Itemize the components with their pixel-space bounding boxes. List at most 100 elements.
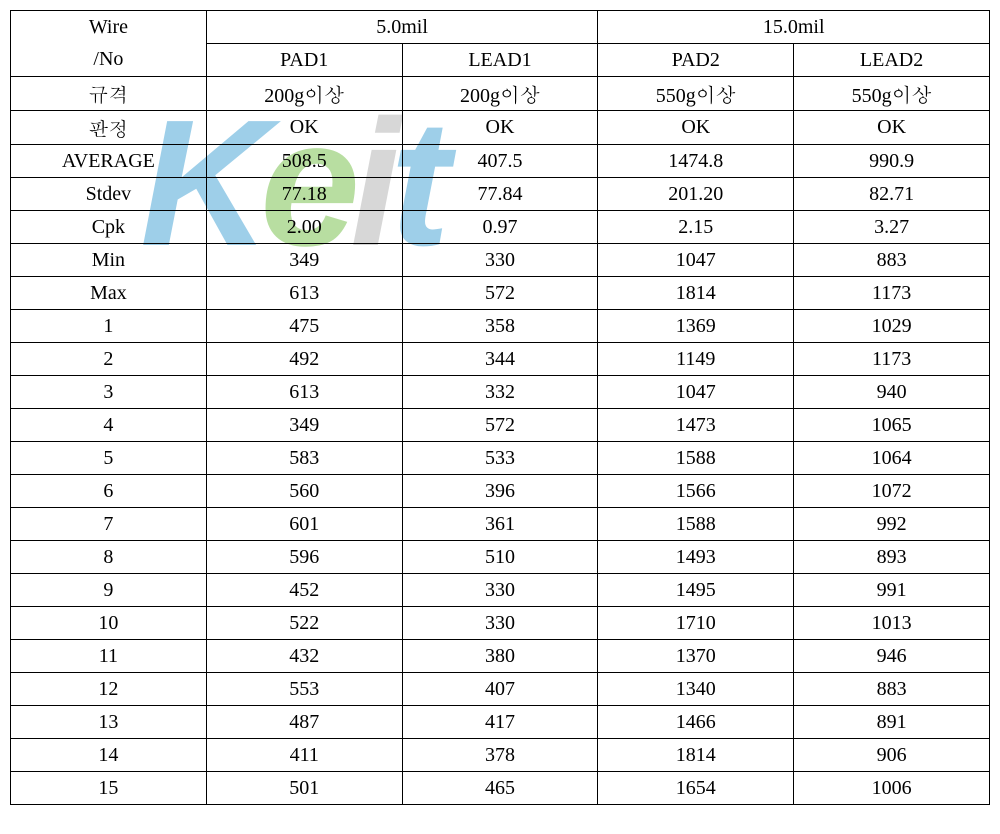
- min-row: Min 349 330 1047 883: [11, 244, 990, 277]
- table-row: 558353315881064: [11, 442, 990, 475]
- row-value: 533: [402, 442, 598, 475]
- spec-label: 규격: [11, 77, 207, 111]
- row-value: 1369: [598, 310, 794, 343]
- judgment-v3: OK: [794, 111, 990, 145]
- row-value: 407: [402, 673, 598, 706]
- spec-v0: 200g이상: [206, 77, 402, 111]
- spec-row: 규격 200g이상 200g이상 550g이상 550g이상: [11, 77, 990, 111]
- row-value: 940: [794, 376, 990, 409]
- cpk-v0: 2.00: [206, 211, 402, 244]
- row-value: 1072: [794, 475, 990, 508]
- row-value: 1495: [598, 574, 794, 607]
- row-value: 475: [206, 310, 402, 343]
- max-row: Max 613 572 1814 1173: [11, 277, 990, 310]
- row-value: 1566: [598, 475, 794, 508]
- table-container: Keit Wire 5.0mil 15.0mil /No PAD1 LEAD1 …: [10, 10, 990, 805]
- min-label: Min: [11, 244, 207, 277]
- table-row: 76013611588992: [11, 508, 990, 541]
- row-value: 1065: [794, 409, 990, 442]
- judgment-v1: OK: [402, 111, 598, 145]
- table-row: 1052233017101013: [11, 607, 990, 640]
- min-v3: 883: [794, 244, 990, 277]
- row-value: 883: [794, 673, 990, 706]
- max-v0: 613: [206, 277, 402, 310]
- row-value: 1013: [794, 607, 990, 640]
- row-no: 8: [11, 541, 207, 574]
- row-value: 1370: [598, 640, 794, 673]
- row-value: 1473: [598, 409, 794, 442]
- row-value: 906: [794, 739, 990, 772]
- max-label: Max: [11, 277, 207, 310]
- row-value: 1814: [598, 739, 794, 772]
- max-v2: 1814: [598, 277, 794, 310]
- row-value: 1710: [598, 607, 794, 640]
- row-no: 9: [11, 574, 207, 607]
- data-rows-body: 1475358136910292492344114911733613332104…: [11, 310, 990, 805]
- average-label: AVERAGE: [11, 145, 207, 178]
- row-no: 6: [11, 475, 207, 508]
- table-row: 434957214731065: [11, 409, 990, 442]
- row-value: 1340: [598, 673, 794, 706]
- row-value: 891: [794, 706, 990, 739]
- average-v3: 990.9: [794, 145, 990, 178]
- table-row: 144113781814906: [11, 739, 990, 772]
- cpk-label: Cpk: [11, 211, 207, 244]
- row-value: 349: [206, 409, 402, 442]
- row-value: 1493: [598, 541, 794, 574]
- row-value: 330: [402, 607, 598, 640]
- stdev-v1: 77.84: [402, 178, 598, 211]
- row-value: 1588: [598, 442, 794, 475]
- table-row: 125534071340883: [11, 673, 990, 706]
- average-v0: 508.5: [206, 145, 402, 178]
- row-no: 3: [11, 376, 207, 409]
- row-value: 991: [794, 574, 990, 607]
- judgment-v0: OK: [206, 111, 402, 145]
- average-v1: 407.5: [402, 145, 598, 178]
- average-v2: 1474.8: [598, 145, 794, 178]
- table-row: 147535813691029: [11, 310, 990, 343]
- table-row: 36133321047940: [11, 376, 990, 409]
- average-row: AVERAGE 508.5 407.5 1474.8 990.9: [11, 145, 990, 178]
- row-value: 560: [206, 475, 402, 508]
- row-value: 1064: [794, 442, 990, 475]
- cpk-row: Cpk 2.00 0.97 2.15 3.27: [11, 211, 990, 244]
- row-value: 411: [206, 739, 402, 772]
- row-no: 15: [11, 772, 207, 805]
- table-row: 94523301495991: [11, 574, 990, 607]
- table-row: 134874171466891: [11, 706, 990, 739]
- max-v1: 572: [402, 277, 598, 310]
- row-value: 572: [402, 409, 598, 442]
- stdev-label: Stdev: [11, 178, 207, 211]
- row-value: 946: [794, 640, 990, 673]
- row-value: 522: [206, 607, 402, 640]
- col2-header: LEAD1: [402, 44, 598, 77]
- spec-v3: 550g이상: [794, 77, 990, 111]
- stdev-row: Stdev 77.18 77.84 201.20 82.71: [11, 178, 990, 211]
- row-value: 1466: [598, 706, 794, 739]
- row-no: 10: [11, 607, 207, 640]
- row-value: 344: [402, 343, 598, 376]
- header-row-2: /No PAD1 LEAD1 PAD2 LEAD2: [11, 44, 990, 77]
- row-value: 893: [794, 541, 990, 574]
- stdev-v2: 201.20: [598, 178, 794, 211]
- row-value: 1654: [598, 772, 794, 805]
- min-v1: 330: [402, 244, 598, 277]
- row-no: 7: [11, 508, 207, 541]
- row-value: 492: [206, 343, 402, 376]
- row-value: 1047: [598, 376, 794, 409]
- row-value: 992: [794, 508, 990, 541]
- cpk-v2: 2.15: [598, 211, 794, 244]
- table-row: 249234411491173: [11, 343, 990, 376]
- group1-header: 5.0mil: [206, 11, 598, 44]
- row-value: 452: [206, 574, 402, 607]
- row-value: 487: [206, 706, 402, 739]
- judgment-v2: OK: [598, 111, 794, 145]
- col1-header: PAD1: [206, 44, 402, 77]
- row-value: 417: [402, 706, 598, 739]
- row-value: 1006: [794, 772, 990, 805]
- min-v2: 1047: [598, 244, 794, 277]
- group2-header: 15.0mil: [598, 11, 990, 44]
- row-value: 613: [206, 376, 402, 409]
- row-no: 2: [11, 343, 207, 376]
- judgment-row: 판정 OK OK OK OK: [11, 111, 990, 145]
